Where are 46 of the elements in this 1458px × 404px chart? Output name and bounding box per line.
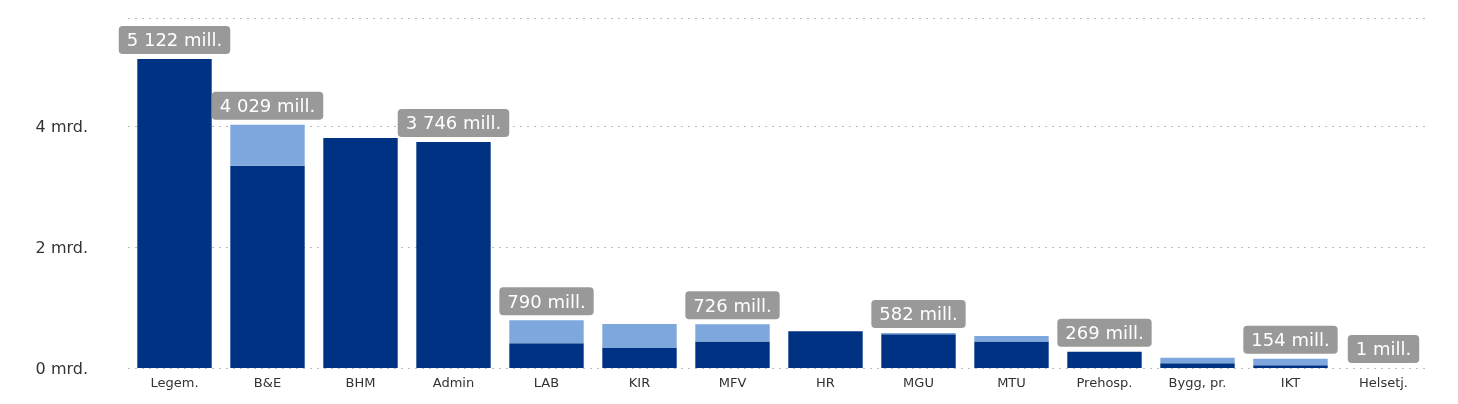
- total-label: 790 mill.: [507, 290, 586, 312]
- bar: [1067, 351, 1142, 368]
- bar: [1253, 365, 1328, 368]
- x-tick-label: HR: [816, 375, 835, 390]
- x-tick-label: MGU: [903, 375, 934, 390]
- total-label: 5 122 mill.: [126, 29, 223, 51]
- bar: [788, 331, 863, 368]
- bar: [137, 58, 212, 368]
- bar: [974, 341, 1049, 368]
- x-tick-label: B&E: [253, 375, 282, 390]
- x-tick-label: LAB: [533, 375, 560, 390]
- y-tick-label: 4 mrd.: [35, 117, 88, 137]
- bar: [509, 343, 584, 368]
- x-tick-label: MFV: [718, 375, 747, 390]
- bar: [1253, 358, 1328, 366]
- bar: [509, 320, 584, 344]
- bar: [695, 341, 770, 368]
- total-label: 1 mill.: [1355, 338, 1412, 360]
- bar: [974, 336, 1049, 342]
- total-label: 582 mill.: [879, 303, 958, 325]
- bar: [695, 324, 770, 342]
- x-tick-label: BHM: [345, 375, 376, 390]
- x-tick-label: KIR: [628, 375, 651, 390]
- bar: [1160, 363, 1235, 368]
- bar: [230, 165, 305, 368]
- x-tick-label: Legem.: [150, 375, 199, 390]
- bar: [602, 348, 677, 368]
- x-tick-label: IKT: [1280, 375, 1301, 390]
- y-tick-label: 0 mrd.: [35, 358, 88, 378]
- x-tick-label: Helsetj.: [1359, 375, 1408, 390]
- x-tick-label: MTU: [997, 375, 1026, 390]
- bar: [881, 334, 956, 368]
- bar: [323, 138, 398, 368]
- y-tick-label: 2 mrd.: [35, 237, 88, 257]
- x-tick-label: Prehosp.: [1076, 375, 1133, 390]
- total-label: 154 mill.: [1251, 329, 1330, 351]
- bar: [416, 141, 491, 368]
- bar: [1160, 357, 1235, 364]
- x-tick-label: Admin: [432, 375, 475, 390]
- bar: [602, 323, 677, 349]
- x-tick-label: Bygg, pr.: [1168, 375, 1227, 390]
- total-label: 269 mill.: [1065, 322, 1144, 344]
- bar: [230, 124, 305, 166]
- total-label: 4 029 mill.: [219, 95, 316, 117]
- total-label: 3 746 mill.: [405, 112, 502, 134]
- total-label: 726 mill.: [693, 294, 772, 316]
